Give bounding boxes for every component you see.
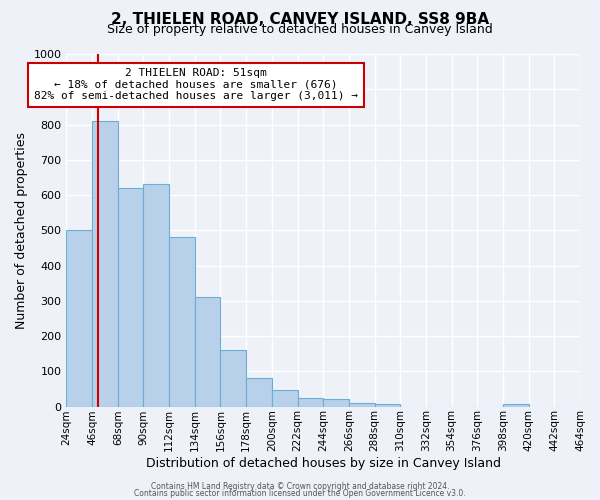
Bar	[195, 298, 220, 406]
Text: Size of property relative to detached houses in Canvey Island: Size of property relative to detached ho…	[107, 24, 493, 36]
Y-axis label: Number of detached properties: Number of detached properties	[15, 132, 28, 329]
Bar	[169, 238, 195, 406]
Bar	[298, 398, 323, 406]
Bar	[503, 404, 529, 406]
Bar	[349, 403, 374, 406]
Bar	[323, 400, 349, 406]
Text: Contains HM Land Registry data © Crown copyright and database right 2024.: Contains HM Land Registry data © Crown c…	[151, 482, 449, 491]
Bar	[67, 230, 92, 406]
Bar	[92, 121, 118, 406]
Text: 2 THIELEN ROAD: 51sqm
← 18% of detached houses are smaller (676)
82% of semi-det: 2 THIELEN ROAD: 51sqm ← 18% of detached …	[34, 68, 358, 102]
Text: 2, THIELEN ROAD, CANVEY ISLAND, SS8 9BA: 2, THIELEN ROAD, CANVEY ISLAND, SS8 9BA	[111, 12, 489, 28]
Bar	[143, 184, 169, 406]
Bar	[118, 188, 143, 406]
Bar	[246, 378, 272, 406]
Bar	[272, 390, 298, 406]
Bar	[374, 404, 400, 406]
X-axis label: Distribution of detached houses by size in Canvey Island: Distribution of detached houses by size …	[146, 457, 501, 470]
Text: Contains public sector information licensed under the Open Government Licence v3: Contains public sector information licen…	[134, 489, 466, 498]
Bar	[220, 350, 246, 406]
